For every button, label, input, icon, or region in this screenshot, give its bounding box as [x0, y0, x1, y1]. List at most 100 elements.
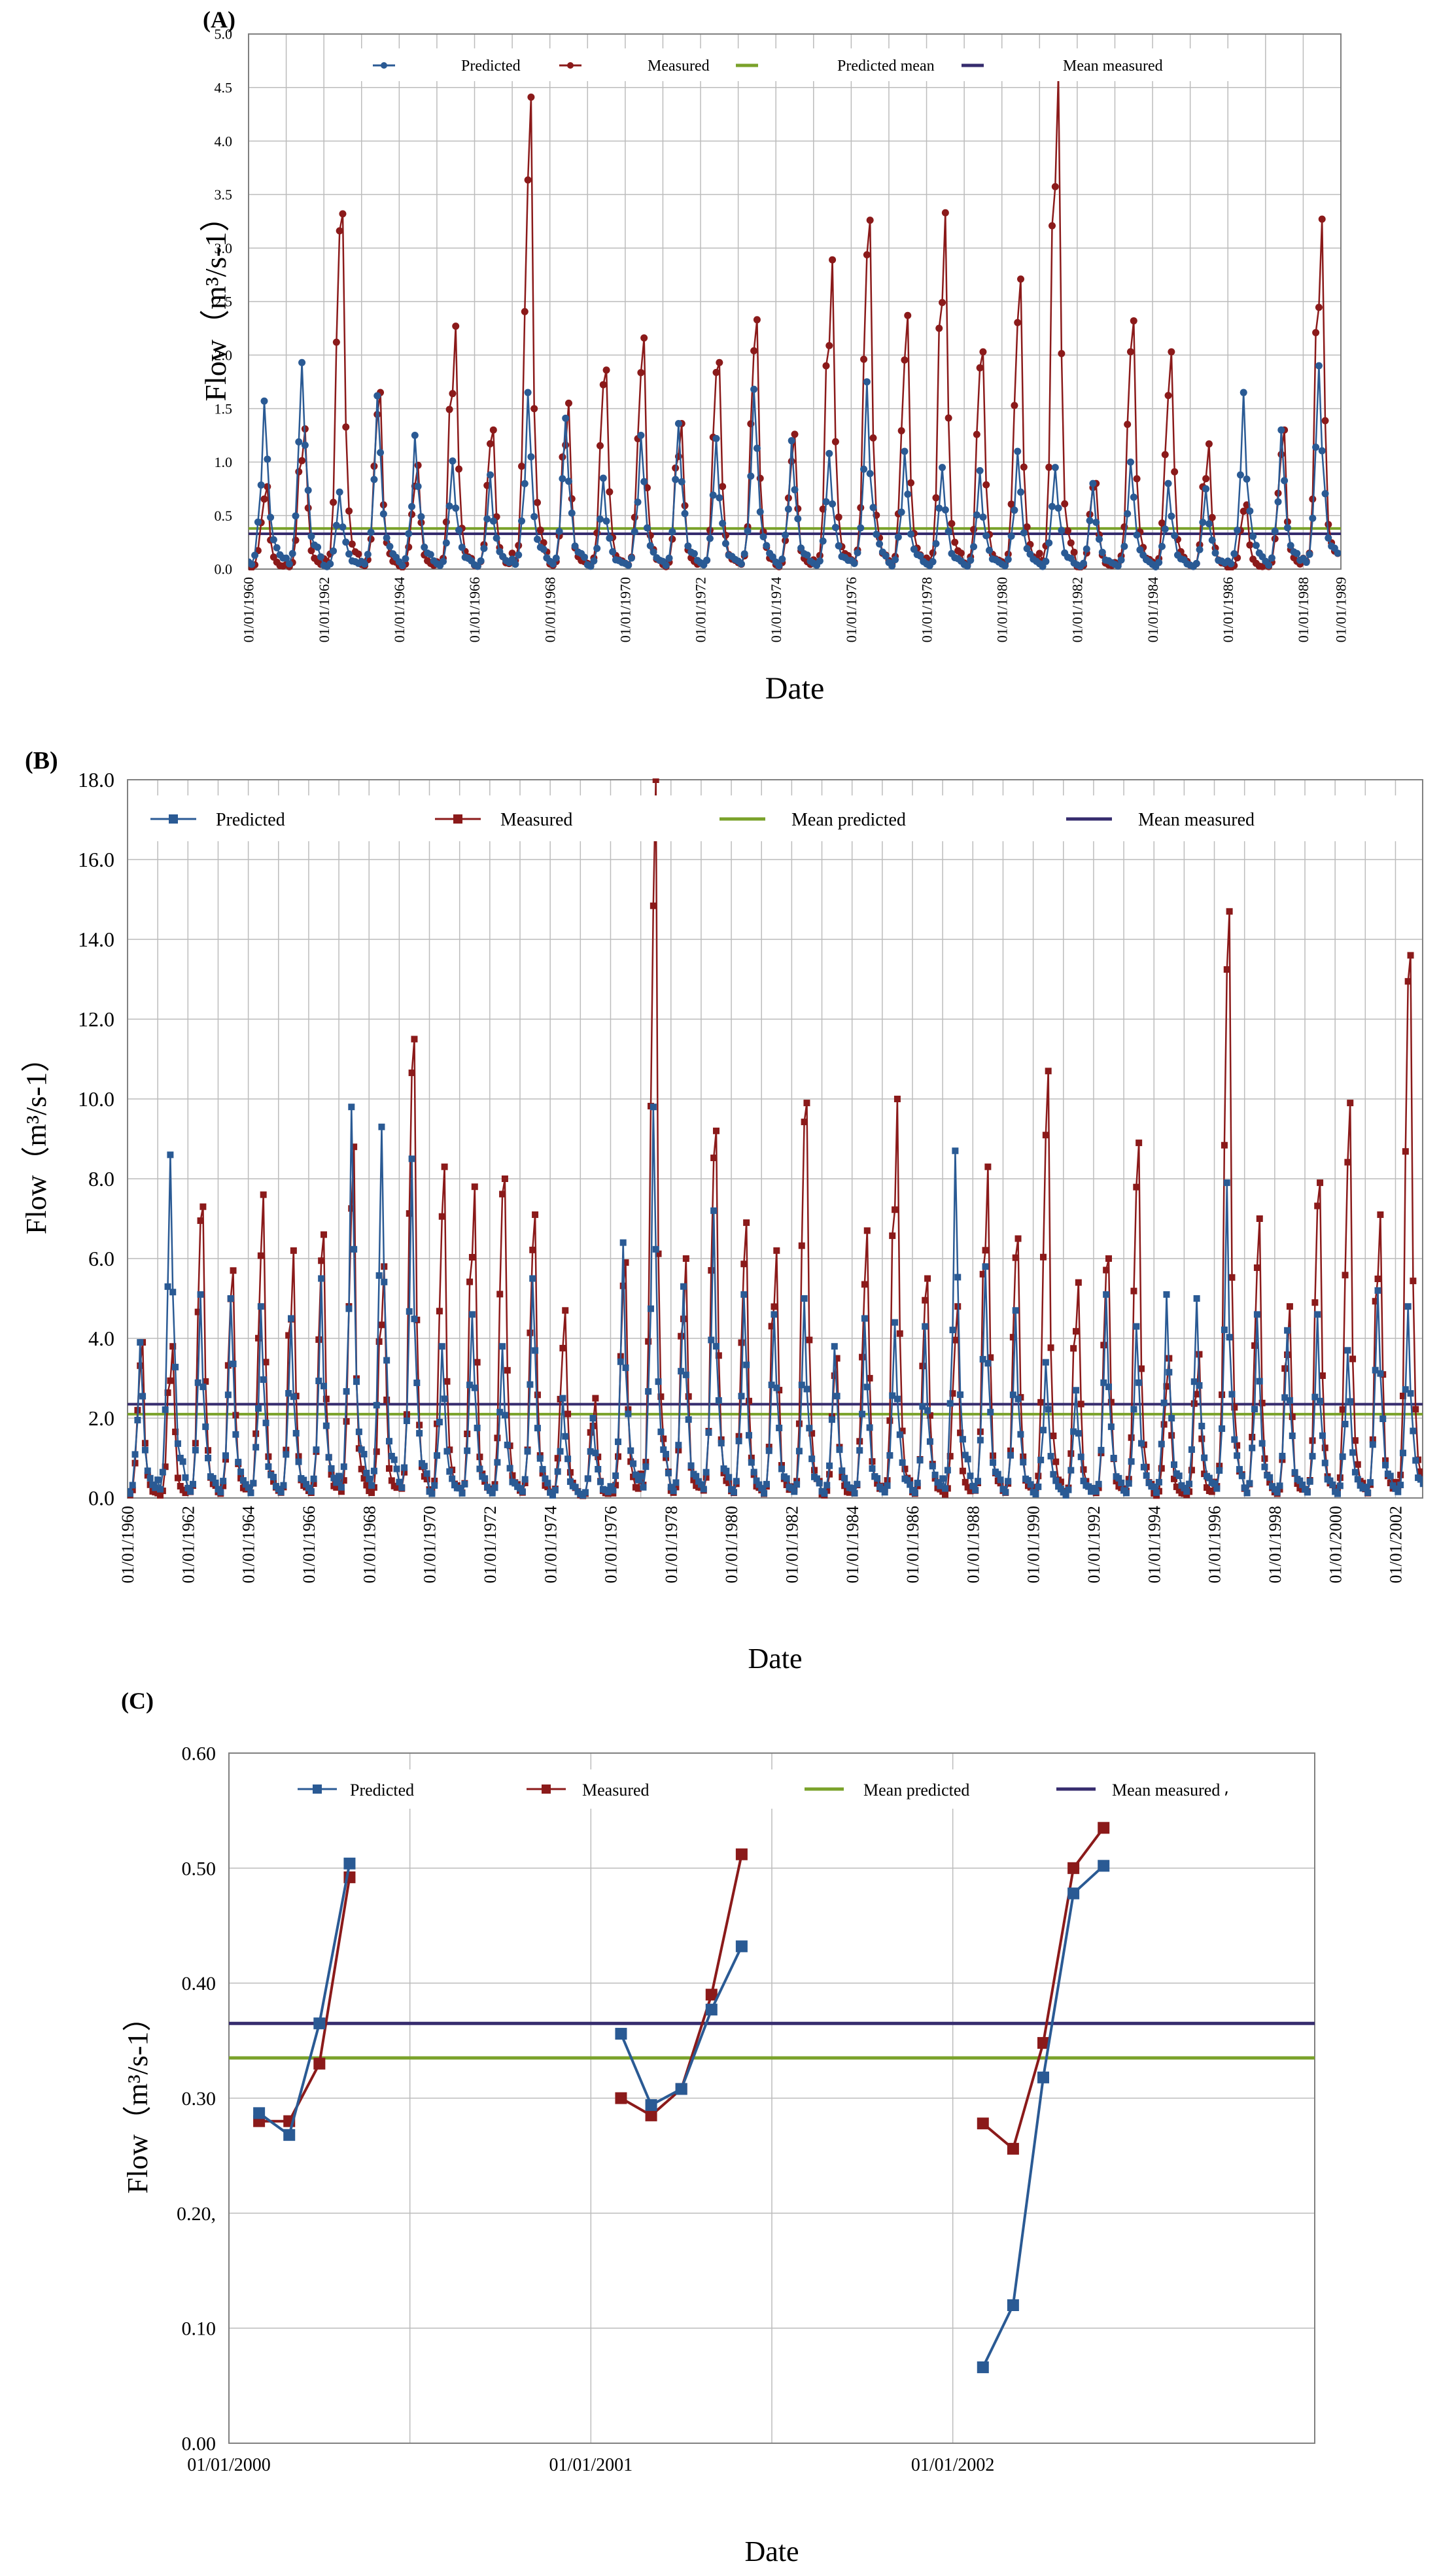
legend-background [134, 795, 1416, 841]
predicted-point [1117, 556, 1125, 564]
predicted-point [599, 474, 607, 482]
measured-point [496, 1291, 504, 1298]
predicted-point [1062, 1491, 1069, 1499]
predicted-point [1205, 1474, 1213, 1482]
y-tick-label: 2.0 [88, 1406, 114, 1430]
predicted-point [587, 563, 595, 570]
measured-point [174, 1474, 181, 1482]
predicted-point [874, 1475, 881, 1482]
x-tick-label: 01/01/1960 [241, 577, 257, 642]
predicted-point [1009, 1391, 1016, 1399]
predicted-point [265, 1463, 272, 1471]
predicted-point [892, 1319, 899, 1326]
predicted-point [421, 1463, 428, 1470]
x-tick-label: 01/01/1964 [391, 577, 407, 642]
measured-point [705, 1989, 718, 2001]
measured-point [680, 1315, 687, 1323]
predicted-point [474, 563, 481, 570]
predicted-point [1133, 531, 1141, 539]
predicted-point [1349, 1449, 1357, 1456]
x-tick-label: 01/01/1976 [843, 577, 859, 642]
measured-point [941, 209, 949, 217]
x-tick-label: 01/01/2000 [1326, 1506, 1345, 1583]
plot-area [128, 778, 1423, 1499]
predicted-point [740, 550, 748, 558]
measured-point [798, 1242, 805, 1249]
measured-point [822, 362, 830, 370]
predicted-point [831, 523, 839, 531]
legend-label: Mean predicted [791, 810, 906, 830]
predicted-point [1289, 1432, 1296, 1439]
predicted-point [740, 1291, 748, 1298]
predicted-point [1372, 1366, 1379, 1374]
x-tick-label: 01/01/1968 [360, 1506, 379, 1583]
predicted-point [705, 1429, 712, 1436]
measured-point [1014, 1235, 1022, 1242]
predicted-point [986, 546, 994, 554]
predicted-point [255, 1405, 262, 1412]
measured-point [518, 462, 525, 470]
measured-point [534, 1391, 541, 1399]
measured-point [672, 1484, 680, 1491]
predicted-point [1045, 539, 1053, 547]
predicted-point [702, 1469, 710, 1476]
predicted-point [952, 1147, 959, 1155]
predicted-point [604, 1488, 612, 1495]
predicted-point [888, 562, 896, 570]
predicted-point [1410, 1427, 1417, 1435]
predicted-point [1417, 1476, 1423, 1483]
predicted-point [403, 1418, 410, 1425]
measured-point [1317, 1179, 1324, 1187]
predicted-point [1199, 518, 1207, 526]
series-predicted [128, 1104, 1423, 1499]
predicted-point [979, 1355, 986, 1363]
predicted-point [1095, 1480, 1102, 1488]
predicted-point [709, 491, 717, 499]
x-tick-label: 01/01/1980 [994, 577, 1010, 642]
predicted-point [593, 544, 601, 552]
predicted-point [239, 1477, 247, 1484]
measured-point [1312, 328, 1320, 336]
y-tick-label: 5.0 [215, 26, 233, 43]
predicted-point [283, 554, 290, 562]
measured-point [285, 1332, 292, 1339]
predicted-point [157, 1486, 164, 1493]
measured-point [1158, 1465, 1165, 1472]
measured-point [1012, 1254, 1019, 1261]
predicted-point [310, 1475, 317, 1482]
predicted-point [646, 542, 654, 549]
predicted-point [273, 544, 281, 551]
predicted-point [260, 1376, 267, 1384]
predicted-point [405, 530, 413, 538]
predicted-point [831, 1343, 838, 1350]
measured-point [348, 1205, 355, 1212]
measured-point [544, 1484, 551, 1491]
measured-point [1171, 468, 1179, 476]
x-tick-label: 01/01/1986 [903, 1506, 922, 1583]
predicted-point [300, 1476, 307, 1484]
measured-point [559, 453, 566, 461]
predicted-point [744, 527, 752, 535]
predicted-point [997, 1476, 1004, 1484]
predicted-point [1236, 471, 1244, 479]
predicted-point [863, 378, 871, 386]
predicted-point [738, 1393, 745, 1400]
predicted-point [336, 488, 343, 496]
predicted-point [129, 1482, 136, 1489]
predicted-point [139, 1393, 147, 1400]
predicted-point [828, 1416, 835, 1423]
measured-point [634, 1485, 642, 1492]
measured-point [587, 1429, 594, 1436]
predicted-point [283, 2129, 296, 2141]
predicted-point [835, 542, 842, 549]
predicted-point [821, 1490, 828, 1497]
predicted-point [137, 1339, 144, 1346]
predicted-point [768, 1382, 775, 1389]
predicted-point [592, 1450, 599, 1457]
predicted-point [1188, 1446, 1195, 1453]
predicted-point [663, 1451, 670, 1458]
measured-point [866, 217, 874, 224]
predicted-point [566, 1478, 574, 1486]
predicted-point [544, 1480, 551, 1487]
